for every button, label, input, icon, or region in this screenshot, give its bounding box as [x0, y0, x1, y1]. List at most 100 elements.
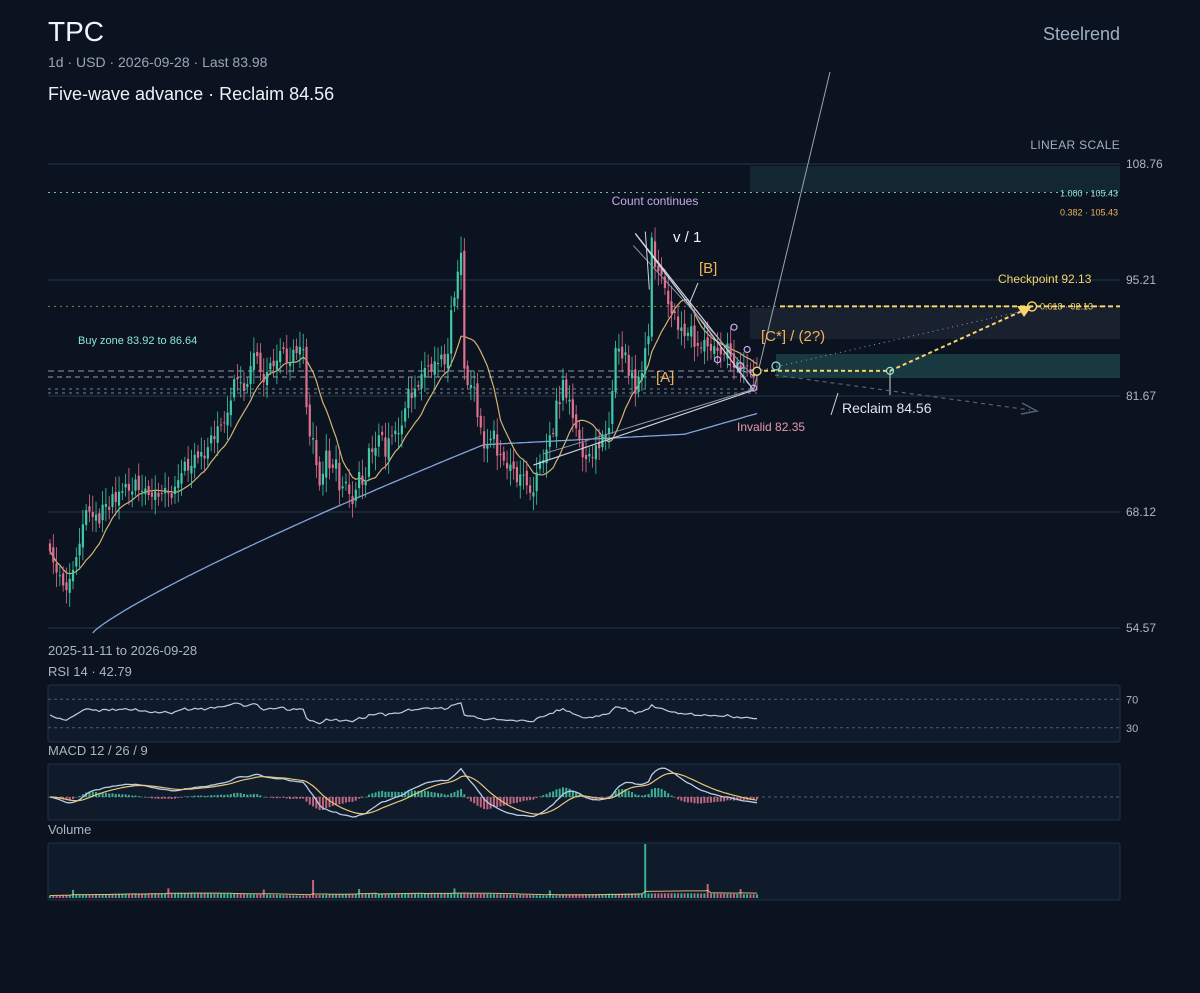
macd-histogram-bar [650, 789, 653, 797]
rsi-level-label: 70 [1126, 694, 1138, 706]
macd-histogram-bar [219, 794, 222, 797]
candle [292, 339, 295, 373]
volume-bar [127, 893, 130, 898]
macd-histogram-bar [571, 790, 574, 797]
macd-histogram-bar [358, 797, 361, 799]
candle [94, 501, 98, 533]
volume-bar [256, 894, 259, 898]
macd-histogram-bar [663, 790, 666, 797]
volume-bar [150, 893, 153, 898]
volume-bar [266, 894, 269, 898]
volume-bar [118, 893, 121, 898]
volume-bar [219, 893, 222, 898]
volume-bar [364, 893, 367, 898]
candle [433, 346, 436, 389]
volume-bar [571, 894, 574, 898]
volume-bar [78, 894, 81, 898]
volume-bar [719, 893, 722, 898]
macd-histogram-bar [466, 797, 469, 799]
candle [331, 458, 334, 473]
volume-bar [440, 893, 443, 898]
candle [315, 426, 318, 478]
candle [555, 387, 558, 449]
volume-bar [377, 893, 380, 898]
candle [746, 353, 749, 377]
macd-histogram-bar [72, 797, 75, 799]
wave-point [713, 356, 722, 364]
candle [354, 482, 357, 508]
candle [591, 445, 594, 468]
volume-bar [437, 893, 440, 898]
volume-bar [325, 894, 328, 898]
macd-histogram-bar [673, 797, 676, 798]
candle [124, 473, 127, 497]
macd-histogram-bar [68, 797, 71, 800]
candle [423, 351, 426, 392]
volume-bar [532, 895, 535, 898]
macd-histogram-bar [568, 788, 571, 797]
candle [127, 467, 131, 506]
volume-bar [696, 893, 699, 898]
candle [614, 340, 617, 399]
volume-bar [344, 894, 347, 898]
volume-bar [427, 893, 430, 898]
macd-histogram-bar [167, 797, 170, 799]
macd-histogram-bar [397, 792, 400, 797]
candle [256, 343, 259, 365]
volume-bar [578, 894, 581, 898]
candle [147, 480, 150, 501]
candle [713, 337, 716, 362]
volume-bar [667, 893, 670, 898]
candle [486, 428, 489, 463]
volume-bar [269, 894, 272, 898]
volume-bar [394, 893, 397, 898]
volume-bar [519, 894, 522, 898]
macd-histogram-bar [381, 790, 384, 797]
candle [311, 422, 315, 454]
candle [502, 446, 505, 466]
leader-line [644, 231, 650, 290]
volume-bar [157, 893, 160, 898]
volume-bar [670, 893, 673, 898]
volume-bar [515, 894, 518, 898]
macd-histogram-bar [206, 795, 209, 797]
macd-histogram-bar [670, 795, 673, 797]
candle [456, 259, 459, 310]
volume-bar [627, 893, 630, 898]
macd-histogram-bar [496, 797, 499, 808]
volume-bar [295, 895, 298, 898]
macd-histogram-bar [512, 797, 515, 804]
volume-bar [354, 894, 357, 898]
volume-label: Volume [48, 822, 92, 837]
candle [295, 338, 298, 360]
candle [65, 567, 68, 604]
volume-bar [538, 895, 541, 898]
candle [673, 303, 676, 321]
volume-panel [47, 842, 1121, 901]
macd-histogram-bar [719, 797, 722, 802]
volume-bar [588, 894, 591, 898]
volume-bar [226, 893, 229, 898]
macd-histogram-bar [114, 793, 117, 797]
macd-histogram-bar [259, 795, 262, 797]
scale-label[interactable]: LINEAR SCALE [1030, 138, 1120, 152]
candle [85, 503, 88, 531]
macd-histogram-bar [515, 797, 518, 803]
volume-bar [703, 893, 706, 898]
volume-bar [617, 893, 620, 898]
path-line [889, 306, 1031, 372]
volume-bar [499, 894, 502, 898]
y-tick-label: 54.57 [1126, 621, 1156, 635]
candle [706, 321, 709, 361]
candle [667, 275, 670, 318]
volume-bar [568, 894, 571, 898]
macd-histogram-bar [177, 797, 180, 799]
candle [571, 383, 574, 433]
candle [226, 396, 229, 440]
macd-histogram-bar [519, 797, 522, 802]
volume-bar [331, 894, 334, 898]
macd-histogram-bar [387, 791, 390, 797]
candle [558, 385, 561, 419]
macd-histogram-bar [150, 797, 153, 799]
